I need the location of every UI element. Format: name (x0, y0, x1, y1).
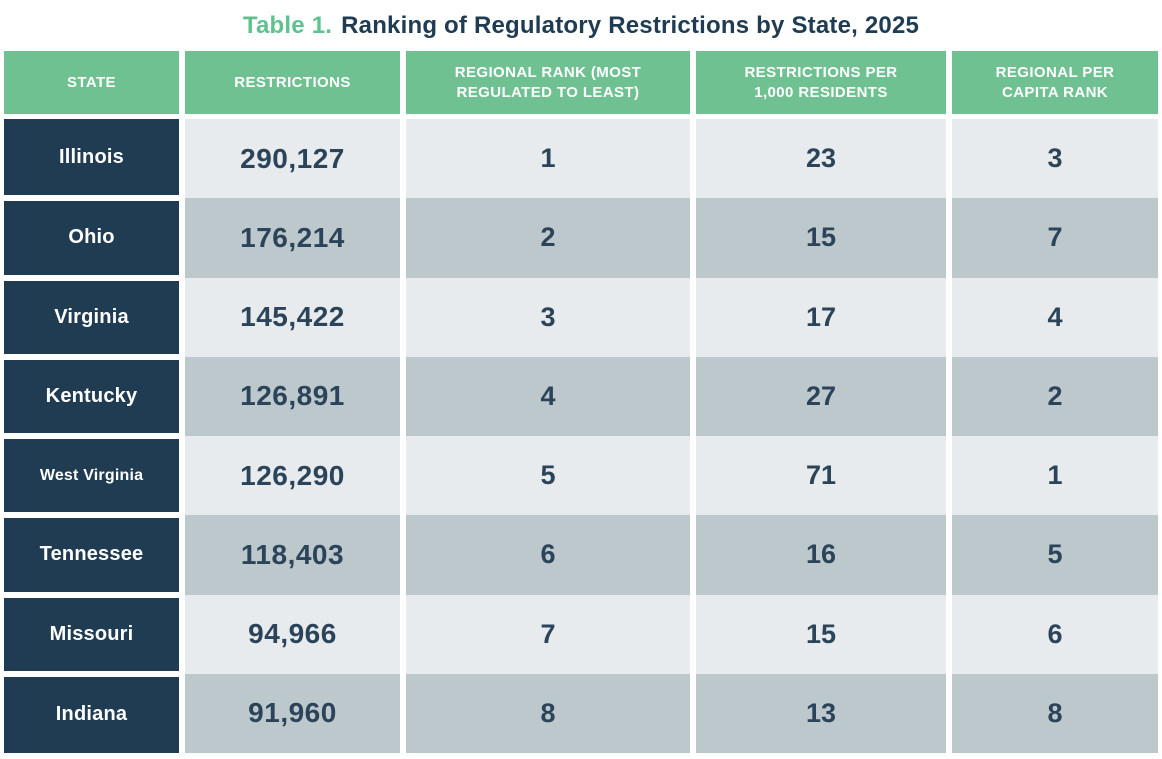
restrictions-per-1000-cell: 27 (696, 356, 946, 436)
table-title: Table 1. Ranking of Regulatory Restricti… (0, 0, 1162, 51)
table-title-text: Ranking of Regulatory Restrictions by St… (341, 11, 920, 39)
regional-rank-cell: 2 (406, 198, 690, 278)
restrictions-cell: 290,127 (185, 119, 400, 199)
per-capita-rank-cell: 1 (952, 436, 1158, 516)
column-header-state-label: STATE (67, 73, 116, 91)
table-title-label: Table 1. (242, 11, 333, 39)
per-capita-rank-cell: 6 (952, 594, 1158, 674)
restrictions-per-1000-cell: 15 (696, 594, 946, 674)
restrictions-per-1000-cell: 17 (696, 277, 946, 357)
column-header-restrictions-label: RESTRICTIONS (234, 73, 351, 91)
restrictions-cell: 118,403 (185, 515, 400, 595)
per-capita-rank-cell: 3 (952, 119, 1158, 199)
restrictions-cell: 126,891 (185, 356, 400, 436)
regional-rank-cell: 8 (406, 673, 690, 753)
restrictions-cell: 94,966 (185, 594, 400, 674)
regional-rank-cell: 4 (406, 356, 690, 436)
per-capita-rank-cell: 7 (952, 198, 1158, 278)
state-box: Tennessee (4, 518, 179, 592)
state-box: Kentucky (4, 359, 179, 433)
table-body: Illinois 290,127 1 23 3 Ohio 176,214 2 1… (4, 119, 1158, 753)
regional-rank-cell: 3 (406, 277, 690, 357)
restrictions-cell: 145,422 (185, 277, 400, 357)
state-box: Missouri (4, 597, 179, 671)
per-capita-rank-cell: 5 (952, 515, 1158, 595)
column-header-per-capita-rank: REGIONAL PER CAPITA RANK (952, 51, 1158, 114)
state-label: Kentucky (45, 384, 138, 407)
state-label: Missouri (49, 622, 134, 645)
state-cell: Kentucky (4, 357, 179, 436)
table-header-row: STATE RESTRICTIONS REGIONAL RANK (MOST R… (4, 51, 1158, 114)
restrictions-per-1000-cell: 15 (696, 198, 946, 278)
regional-rank-cell: 5 (406, 436, 690, 516)
state-box: West Virginia (4, 439, 179, 513)
state-box: Illinois (4, 119, 179, 196)
column-header-per-capita-rank-label: REGIONAL PER CAPITA RANK (995, 64, 1115, 101)
state-box: Indiana (4, 676, 179, 753)
state-label: Ohio (68, 226, 115, 249)
state-box: Ohio (4, 201, 179, 275)
regional-rank-cell: 6 (406, 515, 690, 595)
restrictions-per-1000-cell: 16 (696, 515, 946, 595)
column-header-restrictions: RESTRICTIONS (185, 51, 400, 114)
per-capita-rank-cell: 8 (952, 673, 1158, 753)
restrictions-cell: 91,960 (185, 673, 400, 753)
state-label: West Virginia (39, 466, 144, 484)
state-cell: West Virginia (4, 436, 179, 515)
state-label: Tennessee (39, 543, 144, 566)
state-cell: Ohio (4, 198, 179, 277)
per-capita-rank-cell: 2 (952, 356, 1158, 436)
state-cell: Missouri (4, 595, 179, 674)
state-cell: Illinois (4, 119, 179, 198)
column-header-regional-rank: REGIONAL RANK (MOST REGULATED TO LEAST) (406, 51, 690, 114)
restrictions-per-1000-cell: 13 (696, 673, 946, 753)
regional-rank-cell: 1 (406, 119, 690, 199)
regional-rank-cell: 7 (406, 594, 690, 674)
column-header-state: STATE (4, 51, 179, 114)
restrictions-cell: 126,290 (185, 436, 400, 516)
restrictions-cell: 176,214 (185, 198, 400, 278)
state-cell: Virginia (4, 278, 179, 357)
column-header-restrictions-per-1000-label: RESTRICTIONS PER 1,000 RESIDENTS (744, 64, 898, 101)
state-label: Indiana (55, 703, 128, 726)
per-capita-rank-cell: 4 (952, 277, 1158, 357)
column-header-restrictions-per-1000: RESTRICTIONS PER 1,000 RESIDENTS (696, 51, 946, 114)
state-cell: Indiana (4, 674, 179, 753)
state-label: Illinois (59, 145, 124, 168)
state-label: Virginia (54, 305, 129, 328)
state-box: Virginia (4, 280, 179, 354)
restrictions-per-1000-cell: 23 (696, 119, 946, 199)
state-cell: Tennessee (4, 515, 179, 594)
restrictions-per-1000-cell: 71 (696, 436, 946, 516)
column-header-regional-rank-label: REGIONAL RANK (MOST REGULATED TO LEAST) (454, 64, 642, 101)
